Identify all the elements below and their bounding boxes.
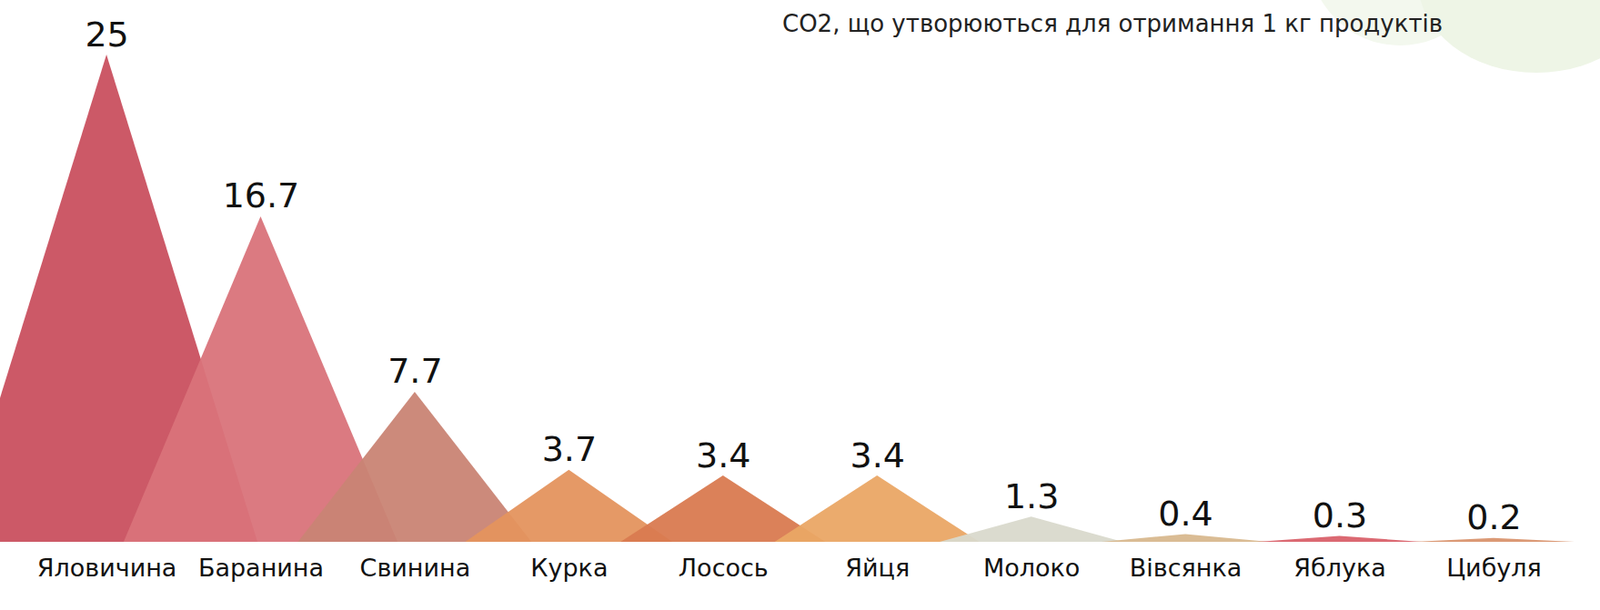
- svg-text:0.2: 0.2: [1466, 497, 1521, 538]
- svg-text:Яйця: Яйця: [845, 553, 910, 583]
- svg-text:Курка: Курка: [530, 553, 608, 583]
- svg-text:Лосось: Лосось: [678, 553, 769, 583]
- svg-text:0.4: 0.4: [1157, 493, 1213, 534]
- svg-text:Яблука: Яблука: [1293, 553, 1387, 583]
- svg-text:Яловичина: Яловичина: [37, 553, 178, 583]
- html-text:СО2, що утворюються для отрима: СО2, що утворюються для отримання 1 кг п…: [782, 10, 1443, 38]
- svg-text:Свинина: Свинина: [360, 553, 472, 583]
- svg-text:25: 25: [84, 14, 129, 55]
- svg-text:Молоко: Молоко: [983, 553, 1080, 583]
- svg-text:3.4: 3.4: [695, 435, 751, 476]
- svg-text:1.3: 1.3: [1004, 476, 1059, 517]
- svg-text:0.3: 0.3: [1312, 495, 1368, 536]
- svg-text:3.4: 3.4: [849, 435, 905, 476]
- svg-text:Баранина: Баранина: [198, 553, 324, 583]
- svg-text:7.7: 7.7: [387, 351, 443, 392]
- svg-text:Цибуля: Цибуля: [1446, 553, 1542, 583]
- svg-text:16.7: 16.7: [222, 175, 301, 216]
- svg-text:3.7: 3.7: [542, 429, 597, 470]
- svg-text:Вівсянка: Вівсянка: [1129, 553, 1243, 583]
